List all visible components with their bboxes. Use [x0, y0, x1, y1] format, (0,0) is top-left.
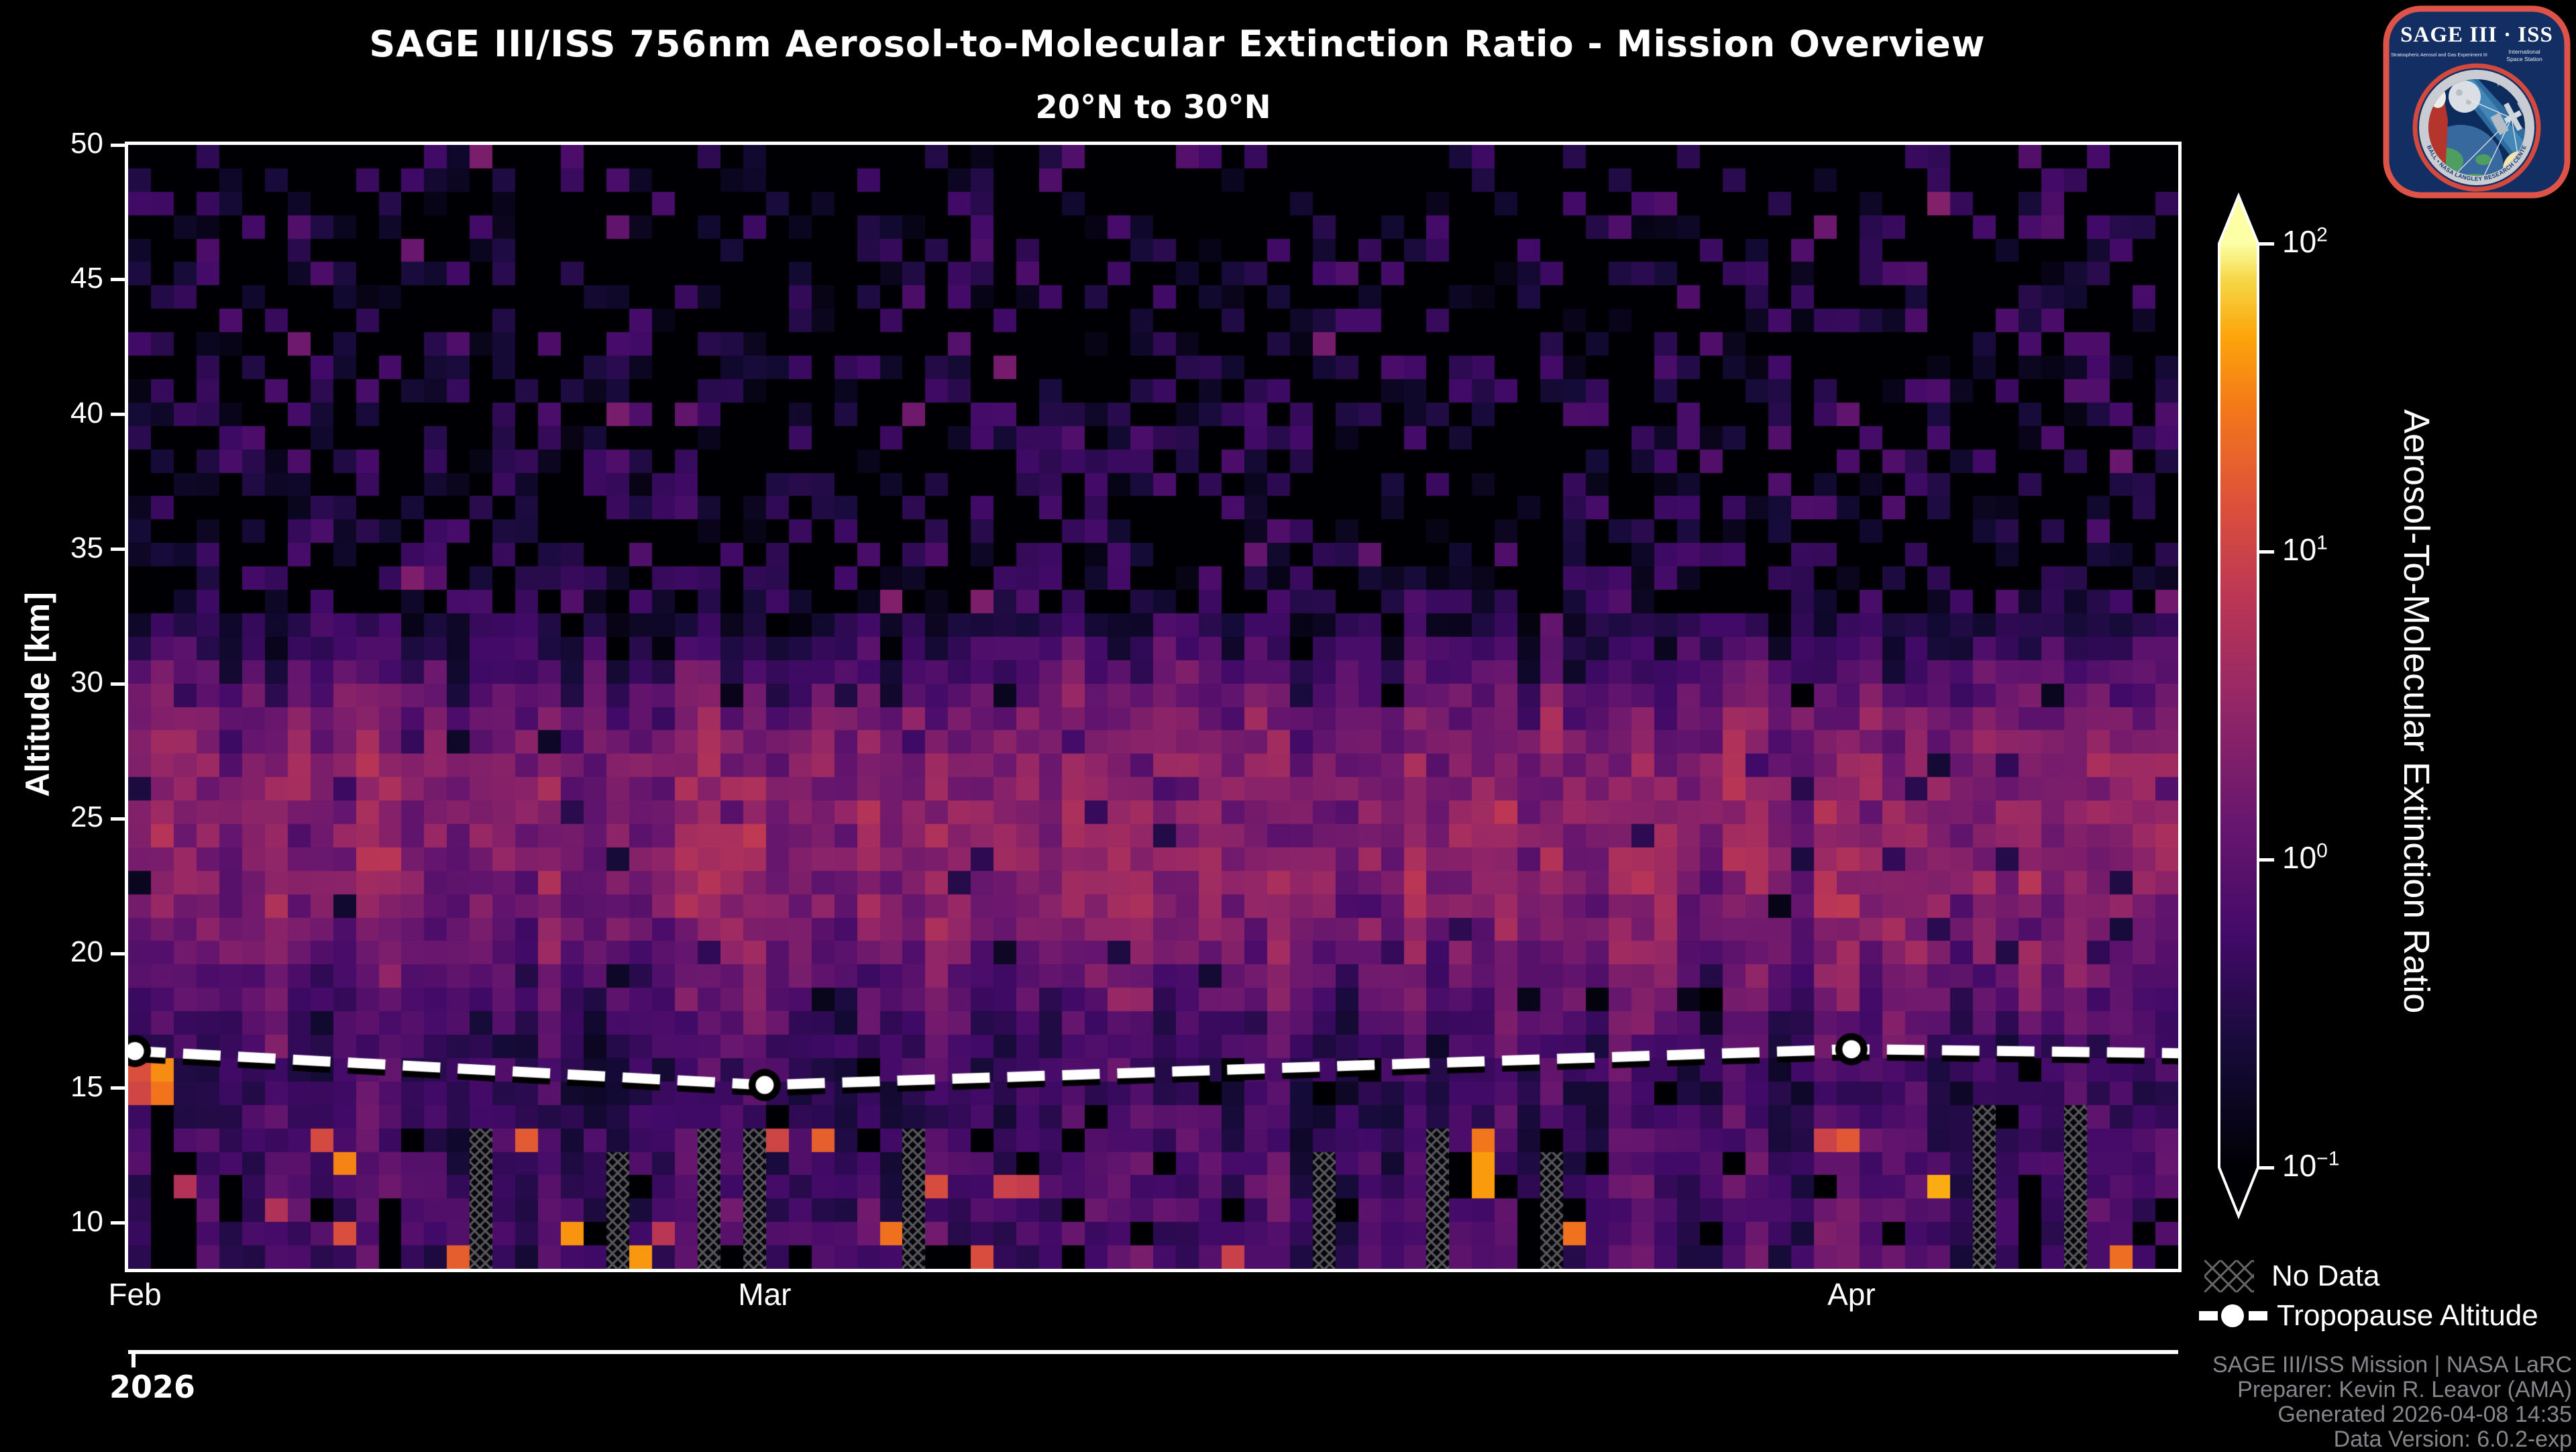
y-tick-label: 45: [70, 261, 103, 295]
colorbar: [2218, 192, 2259, 1220]
patch-subtitle-left: Stratospheric Aerosol and Gas Experiment…: [2391, 52, 2487, 58]
y-tick-label: 35: [70, 531, 103, 564]
colorbar-tick-label: 100: [2282, 839, 2328, 875]
y-tick-mark: [111, 817, 127, 821]
y-tick-label: 25: [70, 800, 103, 834]
year-axis-label: 2026: [109, 1369, 196, 1405]
colorbar-bar: [2218, 192, 2259, 1220]
colorbar-tick-label: 101: [2282, 531, 2328, 567]
y-tick-label: 50: [70, 127, 103, 160]
page-title: SAGE III/ISS 756nm Aerosol-to-Molecular …: [369, 23, 1986, 65]
no-data-label: No Data: [2271, 1259, 2380, 1292]
x-tick-label: Mar: [738, 1277, 792, 1312]
year-axis-tick: [131, 1354, 136, 1367]
y-tick-mark: [111, 1221, 127, 1225]
colorbar-tick-label: 102: [2282, 223, 2328, 259]
colorbar-tick-mark: [2258, 858, 2274, 862]
mission-patch-logo: SAGE III · ISS Stratospheric Aerosol and…: [2383, 5, 2571, 199]
credit-line: Preparer: Kevin R. Leavor (AMA): [2237, 1377, 2572, 1402]
credits-block: SAGE III/ISS Mission | NASA LaRC Prepare…: [2212, 1353, 2572, 1452]
y-tick-label: 20: [70, 935, 103, 969]
colorbar-title: Aerosol-To-Molecular Extinction Ratio: [2396, 409, 2436, 1014]
y-tick-mark: [111, 278, 127, 282]
year-axis-line: [128, 1350, 2178, 1354]
x-tick-label: Feb: [108, 1277, 162, 1312]
patch-subtitle-right-2: Space Station: [2506, 56, 2542, 62]
colorbar-tick-mark: [2258, 242, 2274, 246]
y-tick-label: 30: [70, 666, 103, 699]
y-tick-mark: [111, 413, 127, 417]
colorbar-tick-mark: [2258, 1165, 2274, 1170]
y-tick-mark: [111, 951, 127, 955]
credit-line: Data Version: 6.0.2-exp: [2333, 1427, 2572, 1452]
no-data-swatch: [2204, 1260, 2254, 1292]
moon-crater-1: [2456, 89, 2463, 96]
patch-title: SAGE III · ISS: [2400, 23, 2553, 47]
moon-crater-2: [2466, 99, 2471, 105]
credit-line: Generated 2026-04-08 14:35: [2277, 1402, 2572, 1427]
y-tick-mark: [111, 548, 127, 552]
y-tick-mark: [111, 1086, 127, 1090]
patch-outer-ring: [2412, 63, 2541, 192]
latitude-band-subtitle: 20°N to 30°N: [1035, 89, 1271, 126]
moon-shape: [2449, 81, 2481, 113]
colorbar-tick-label: 10−1: [2282, 1147, 2340, 1183]
earth-land-3: [2475, 154, 2491, 165]
patch-subtitle-right-1: International: [2508, 48, 2540, 55]
colorbar-tick-mark: [2258, 550, 2274, 554]
heatmap-plot: [128, 145, 2178, 1269]
credit-line: SAGE III/ISS Mission | NASA LaRC: [2212, 1352, 2572, 1378]
y-tick-label: 10: [70, 1204, 103, 1238]
tropopause-swatch: [2199, 1304, 2267, 1327]
y-tick-label: 40: [70, 396, 103, 429]
y-tick-label: 15: [70, 1070, 103, 1103]
x-tick-label: Apr: [1827, 1277, 1876, 1312]
y-tick-mark: [111, 143, 127, 147]
y-tick-mark: [111, 682, 127, 686]
tropopause-label: Tropopause Altitude: [2277, 1299, 2538, 1332]
plot-frame: [125, 142, 2182, 1272]
